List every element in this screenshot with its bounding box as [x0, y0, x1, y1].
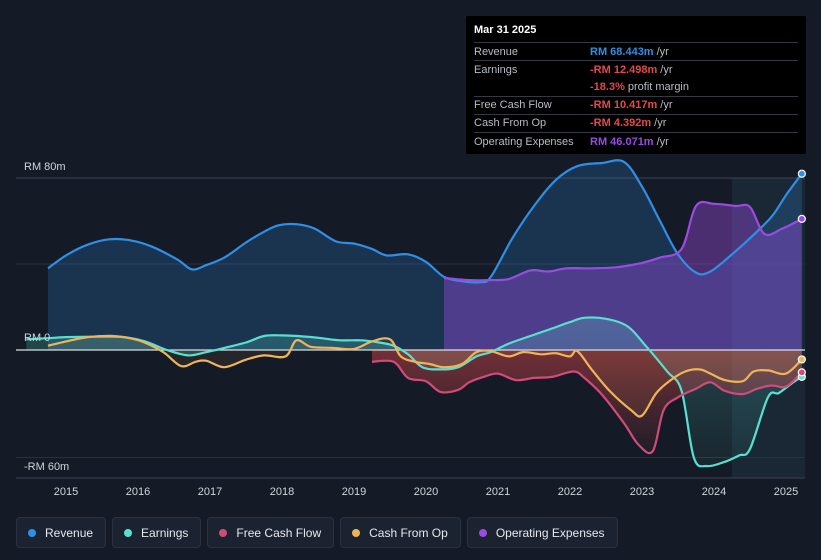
tooltip-unit: /yr — [660, 63, 673, 76]
x-tick-label: 2023 — [630, 486, 654, 498]
legend-operating-expenses[interactable]: Operating Expenses — [466, 517, 618, 548]
tooltip-value: -18.3% — [590, 80, 625, 93]
x-tick-label: 2019 — [342, 486, 366, 498]
legend-revenue[interactable]: Revenue — [16, 517, 107, 548]
free-cash-flow-area — [372, 350, 802, 454]
legend-free-cash-flow[interactable]: Free Cash Flow — [207, 517, 335, 548]
free-cash-flow-line — [371, 359, 803, 455]
operating-expenses-endpoint — [797, 214, 806, 223]
legend-dot-icon — [28, 528, 36, 537]
series-endpoints — [797, 169, 806, 381]
x-tick-label: 2017 — [198, 486, 222, 498]
tooltip-value: -RM 4.392m — [590, 117, 652, 130]
free-cash-flow-endpoint — [797, 368, 806, 377]
legend-dot-icon — [124, 528, 133, 537]
x-tick-label: 2015 — [54, 486, 78, 498]
legend-label: Revenue — [45, 525, 94, 540]
tooltip-unit: profit margin — [627, 80, 689, 93]
legend-cash-from-op[interactable]: Cash From Op — [340, 517, 461, 548]
tooltip-row-profit-margin: -18.3% profit margin — [474, 78, 798, 95]
tooltip-label: Revenue — [474, 45, 519, 58]
tooltip-unit: /yr — [656, 45, 669, 58]
legend: Revenue Earnings Free Cash Flow Cash Fro… — [16, 517, 618, 548]
x-axis-ticks: 2015 2016 2017 2018 2019 2020 2021 2022 2023 2024… — [54, 486, 798, 498]
legend-label: Cash From Op — [369, 525, 448, 540]
x-tick-label: 2018 — [270, 486, 294, 498]
x-tick-label: 2021 — [486, 486, 510, 498]
legend-label: Earnings — [141, 525, 189, 540]
tooltip-value: -RM 10.417m — [590, 99, 658, 112]
revenue-endpoint — [797, 169, 806, 178]
tooltip-label: Cash From Op — [474, 117, 547, 130]
legend-dot-icon — [219, 528, 228, 537]
tooltip-value: RM 46.071m — [590, 135, 654, 148]
tooltip-row-revenue: Revenue RM 68.443m /yr — [474, 42, 798, 60]
operating-expenses-line — [443, 200, 803, 282]
series-lines — [26, 159, 803, 468]
legend-earnings[interactable]: Earnings — [112, 517, 202, 548]
tooltip-row-cash-from-op: Cash From Op -RM 4.392m /yr — [474, 113, 798, 132]
y-label-top: RM 80m — [24, 161, 66, 173]
x-tick-label: 2025 — [774, 486, 798, 498]
tooltip-panel: Mar 31 2025 Revenue RM 68.443m /yr Earni… — [466, 16, 806, 154]
x-tick-label: 2016 — [126, 486, 150, 498]
legend-dot-icon — [478, 528, 487, 537]
tooltip-row-earnings: Earnings -RM 12.498m /yr — [474, 60, 798, 78]
earnings-line — [26, 316, 803, 468]
x-tick-label: 2024 — [702, 486, 726, 498]
y-label-bottom: -RM 60m — [24, 461, 69, 473]
x-tick-label: 2020 — [414, 486, 438, 498]
cash-from-op-line — [47, 334, 803, 418]
tooltip-label: Earnings — [474, 63, 518, 76]
cash-from-op-endpoint — [797, 355, 806, 364]
revenue-area — [48, 160, 802, 350]
series-areas — [26, 160, 802, 467]
legend-label: Operating Expenses — [495, 525, 605, 540]
tooltip-unit: /yr — [654, 117, 667, 130]
y-label-zero: RM 0 — [24, 332, 50, 344]
operating-expenses-area — [444, 201, 802, 350]
cash-from-op-area — [48, 335, 802, 417]
tooltip-row-free-cash-flow: Free Cash Flow -RM 10.417m /yr — [474, 95, 798, 114]
tooltip-label: Free Cash Flow — [474, 99, 552, 112]
tooltip-row-operating-expenses: Operating Expenses RM 46.071m /yr — [474, 131, 798, 150]
tooltip-value: RM 68.443m — [590, 45, 654, 58]
legend-label: Free Cash Flow — [236, 525, 322, 540]
tooltip-value: -RM 12.498m — [590, 63, 658, 76]
tooltip-unit: /yr — [656, 135, 669, 148]
tooltip-date: Mar 31 2025 — [474, 24, 537, 36]
revenue-line — [47, 159, 803, 284]
tooltip-unit: /yr — [660, 99, 673, 112]
legend-dot-icon — [352, 528, 361, 537]
tooltip-label: Operating Expenses — [474, 135, 574, 148]
x-tick-label: 2022 — [558, 486, 582, 498]
earnings-area — [26, 317, 802, 467]
